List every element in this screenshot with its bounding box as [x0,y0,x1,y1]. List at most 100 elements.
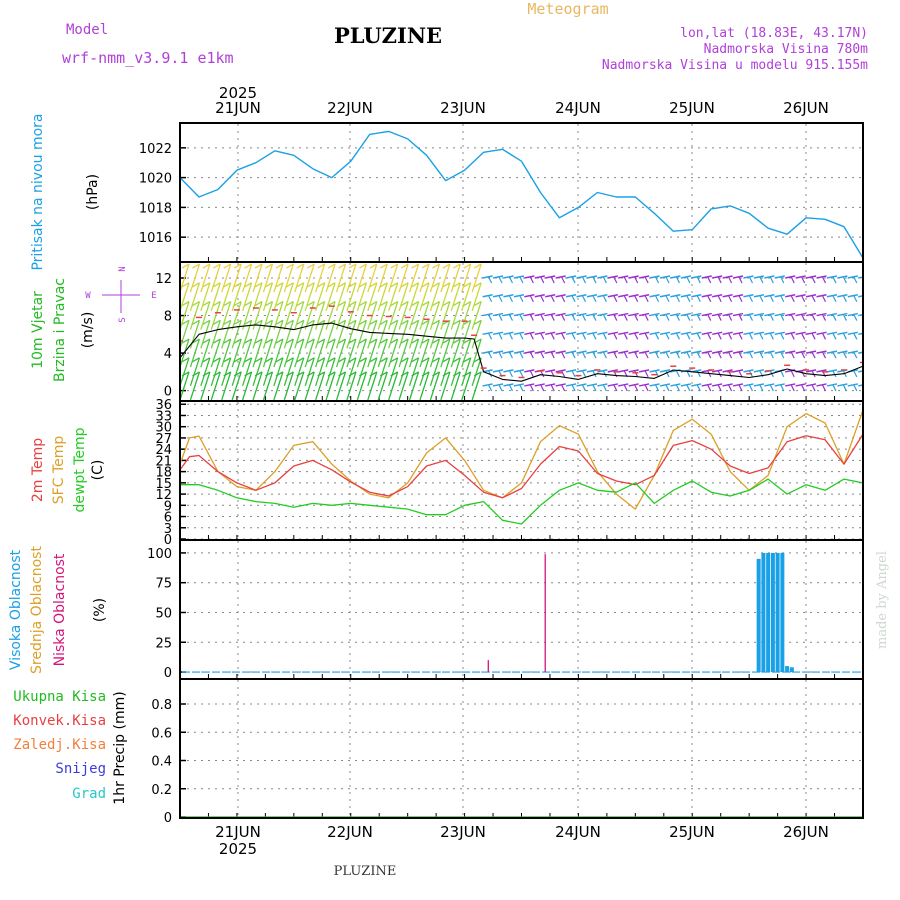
wind-barb [231,338,242,368]
wind-barb-flag [613,333,618,340]
wind-barb [503,312,514,317]
legend-freezing-rain: Zaledj.Kisa [13,737,106,753]
wind-barb-flag [400,338,409,344]
wind-barb [408,338,420,368]
wind-barb-flag [853,314,858,321]
wind-barb [795,275,806,279]
wind-barb [565,331,577,336]
wind-barb [189,357,201,387]
wind-barb-flag [717,384,722,392]
wind-barb-flag [540,295,545,303]
wind-barb [241,301,253,330]
wind-barb [628,350,639,354]
wind-barb-flag [369,300,378,307]
wind-barb-flag [592,314,597,321]
legend-snow: Snijeg [55,761,106,777]
wind-barb-flag [655,351,660,359]
wind-barb-flag [613,314,618,321]
wind-barb [545,312,556,317]
wind-barb-flag [581,276,587,284]
wind-barb-flag [759,314,764,321]
wind-barb [461,301,472,330]
wind-barb [325,320,336,349]
wind-barb-flag [317,300,325,307]
wind-barb-flag [748,276,754,284]
wind-barb [649,275,660,279]
wind-barb [471,263,482,293]
high-cloud-bar [780,552,785,673]
wind-barb-flag [790,314,795,321]
date-label-bottom: 24JUN [555,823,601,841]
wind-barb-flag [223,357,232,363]
wind-barb [471,301,482,330]
wind-barb [524,331,535,336]
wind-barb [753,312,765,317]
wind-barb [189,263,201,293]
wind-barb-flag [317,371,325,377]
wind-barb-flag [296,319,305,325]
wind-barb [471,371,482,400]
wind-barb-flag [338,300,346,307]
wind-barb [189,301,201,330]
wind-barb [210,320,221,349]
wind-barb [388,301,399,330]
wind-barb-flag [421,300,430,307]
wind-barb-flag [634,370,639,378]
wind-barb-flag [265,371,273,377]
wind-barb-flag [442,338,451,344]
wind-barb-flag [348,319,357,325]
wind-barb [659,350,671,354]
wind-barb-flag [317,263,325,269]
wind-barb [461,282,472,311]
wind-barb-flag [275,357,284,363]
wind-barb-flag [655,276,660,284]
date-label-top: 24JUN [555,99,601,117]
wind-barb [513,294,525,298]
wind-barb-flag [634,314,639,321]
wind-barb [513,369,525,373]
wind-barb-flag [550,333,555,340]
wind-barb [377,357,388,387]
wind-barb-flag [811,351,816,359]
y-tick-label: 1016 [139,231,172,246]
wind-barb [315,320,326,349]
wind-barb-flag [686,276,691,284]
wind-barb [377,338,388,368]
wind-barb [440,263,451,293]
wind-barb-flag [759,276,764,284]
wind-barb-flag [390,300,399,307]
wind-barb [701,383,712,387]
wind-barb [712,275,723,279]
wind-barb [670,350,681,354]
wind-barb [565,312,577,317]
wind-barb [826,312,838,317]
wind-barb-flag [634,351,639,359]
cloud-ylabel: Visoka Oblacnost Srednja Oblacnost Niska… [8,546,108,674]
wind-barb [440,301,451,330]
mid-cloud-label: Srednja Oblacnost [29,546,45,674]
wind-barb [607,294,618,298]
wind-barb [304,357,315,387]
wind-barb [680,350,692,354]
wind-barb-flag [338,319,346,325]
wind-barb [492,294,504,298]
wind-barb-flag [623,351,628,359]
wind-barb [419,357,430,387]
wind-barb [200,301,211,330]
wind-barb-flag [540,314,545,321]
wind-barb-flag [508,276,514,284]
wind-barb [262,320,274,349]
legend-convective-rain: Konvek.Kisa [13,713,106,729]
wind-barb-flag [623,276,628,284]
wind-barb-flag [801,370,806,378]
wind-barb-flag [369,371,378,377]
wind-barb [398,357,409,387]
data-series [181,130,862,817]
wind-barb [691,383,702,387]
wind-barb [482,275,493,279]
wind-barb-flag [306,371,315,377]
high-cloud-bar [770,552,775,673]
wind-barb-flag [181,300,190,307]
wind-barb-flag [338,263,346,269]
wind-barb-flag [327,263,336,269]
